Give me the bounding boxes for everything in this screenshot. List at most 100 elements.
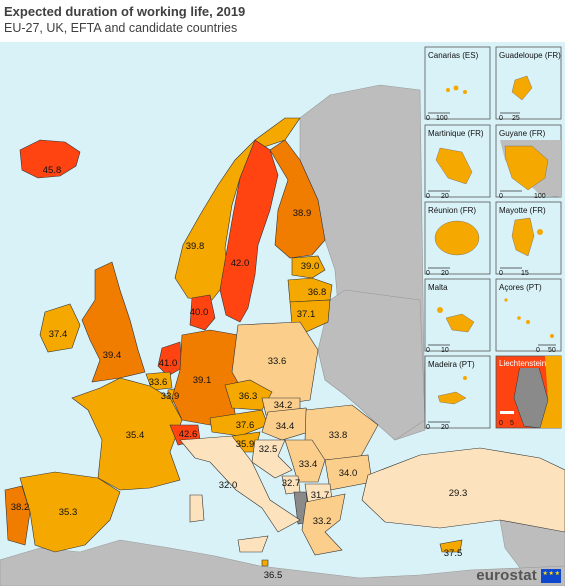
inset-scale-min: 0 [426, 424, 430, 431]
value-IE: 37.4 [49, 329, 68, 340]
inset-scale-min: 0 [499, 193, 503, 200]
inset-scale-min: 0 [426, 115, 430, 122]
eu-flag-icon: ★ ★ ★ [541, 568, 561, 583]
value-CH: 42.6 [179, 429, 198, 440]
value-SI: 35.9 [236, 439, 255, 450]
inset-label: Malta [428, 283, 448, 292]
value-MT: 36.5 [264, 570, 283, 581]
country-RS [284, 439, 326, 483]
country-EE [291, 255, 326, 279]
value-IT: 32.0 [219, 480, 238, 491]
inset-label: Guyane (FR) [499, 129, 546, 138]
inset-martinique: Martinique (FR) 0 20 [424, 124, 491, 200]
value-IS: 45.8 [43, 165, 62, 176]
country-IS [19, 139, 81, 179]
inset-scale-min: 0 [499, 270, 503, 277]
map-title: Expected duration of working life, 2019 [4, 4, 246, 19]
value-BE: 33.6 [149, 377, 168, 388]
inset-scale-max: 20 [441, 270, 449, 277]
value-ME: 32.7 [282, 478, 301, 489]
inset-label: Mayotte (FR) [499, 206, 546, 215]
inset-reunion: Réunion (FR) 0 20 [424, 201, 491, 277]
value-TR: 29.3 [449, 488, 468, 499]
value-SE: 42.0 [231, 258, 250, 269]
inset-canarias: Canarias (ES) 0 100 [424, 46, 491, 122]
inset-panels: Canarias (ES) 0 100 Guadeloupe (FR) 0 25… [424, 46, 562, 431]
inset-scale-max: 15 [521, 270, 529, 277]
inset-scale-min: 0 [499, 115, 503, 122]
country-AT [209, 409, 269, 437]
value-DK: 40.0 [190, 307, 209, 318]
country-NL [157, 341, 183, 377]
country-EL [301, 493, 346, 556]
inset-scale-max: 5 [510, 420, 514, 427]
inset-label: Guadeloupe (FR) [499, 51, 561, 60]
country-ES [19, 471, 121, 553]
value-EL: 33.2 [313, 516, 332, 527]
country-TR [361, 447, 565, 533]
inset-mayotte: Mayotte (FR) 0 15 [495, 201, 562, 277]
country-LV [287, 277, 333, 303]
inset-guadeloupe: Guadeloupe (FR) 0 25 [495, 46, 562, 122]
country-PT [4, 485, 31, 546]
country-FR [71, 377, 183, 491]
inset-label: Açores (PT) [499, 283, 542, 292]
value-FR: 35.4 [126, 430, 145, 441]
inset-label: Canarias (ES) [428, 51, 479, 60]
country-IT-sardinia [189, 494, 205, 523]
inset-guyane: Guyane (FR) 0 100 [495, 124, 562, 200]
value-CY: 37.5 [444, 548, 463, 559]
value-LU: 33.9 [161, 391, 180, 402]
value-HR: 32.5 [259, 444, 278, 455]
country-IE [39, 303, 81, 353]
country-DK [189, 294, 216, 331]
value-BG: 34.0 [339, 468, 358, 479]
inset-scale-max: 100 [436, 115, 448, 122]
inset-scale-min: 0 [499, 420, 503, 427]
inset-scale-min: 0 [536, 347, 540, 354]
north-africa-land [0, 539, 565, 586]
value-NL: 41.0 [159, 358, 178, 369]
europe-map: 45.8 39.8 42.0 38.9 39.0 36.8 37.1 40.0 … [0, 42, 565, 586]
value-LV: 36.8 [308, 287, 327, 298]
footer-brand: eurostat ★ ★ ★ [476, 567, 561, 584]
inset-scale-min: 0 [426, 270, 430, 277]
value-AT: 37.6 [236, 420, 255, 431]
inset-label: Réunion (FR) [428, 206, 476, 215]
value-EE: 39.0 [301, 261, 320, 272]
value-FI: 38.9 [293, 208, 312, 219]
inset-label: Liechtenstein [499, 359, 546, 368]
country-IT-sicily [237, 535, 269, 553]
value-DE: 39.1 [193, 375, 212, 386]
inset-scale-max: 20 [441, 424, 449, 431]
inset-label: Martinique (FR) [428, 129, 484, 138]
value-PT: 38.2 [11, 502, 30, 513]
value-UK: 39.4 [103, 350, 122, 361]
eurostat-logo: eurostat [476, 567, 537, 584]
inset-scale-min: 0 [426, 347, 430, 354]
value-RO: 33.8 [329, 430, 348, 441]
country-MT [261, 559, 269, 567]
value-SK: 34.2 [274, 400, 293, 411]
value-NO: 39.8 [186, 241, 205, 252]
map-subtitle: EU-27, UK, EFTA and candidate countries [4, 21, 238, 35]
value-ES: 35.3 [59, 507, 78, 518]
value-PL: 33.6 [268, 356, 287, 367]
country-FI [269, 139, 326, 259]
inset-acores: Açores (PT) 0 50 [495, 278, 562, 354]
country-CY [439, 539, 463, 553]
country-BE [145, 371, 173, 391]
inset-scale-max: 100 [534, 193, 546, 200]
value-MK: 31.7 [311, 490, 330, 501]
inset-scale-max: 20 [441, 193, 449, 200]
inset-madeira: Madeira (PT) 0 20 [424, 355, 491, 431]
inset-scale-max: 10 [441, 347, 449, 354]
value-LT: 37.1 [297, 309, 316, 320]
inset-label: Madeira (PT) [428, 360, 475, 369]
country-SE [219, 139, 279, 323]
value-RS: 33.4 [299, 459, 318, 470]
inset-malta: Malta 0 10 [424, 278, 491, 354]
country-HU [261, 407, 316, 441]
value-CZ: 36.3 [239, 391, 258, 402]
country-IT [179, 435, 301, 533]
